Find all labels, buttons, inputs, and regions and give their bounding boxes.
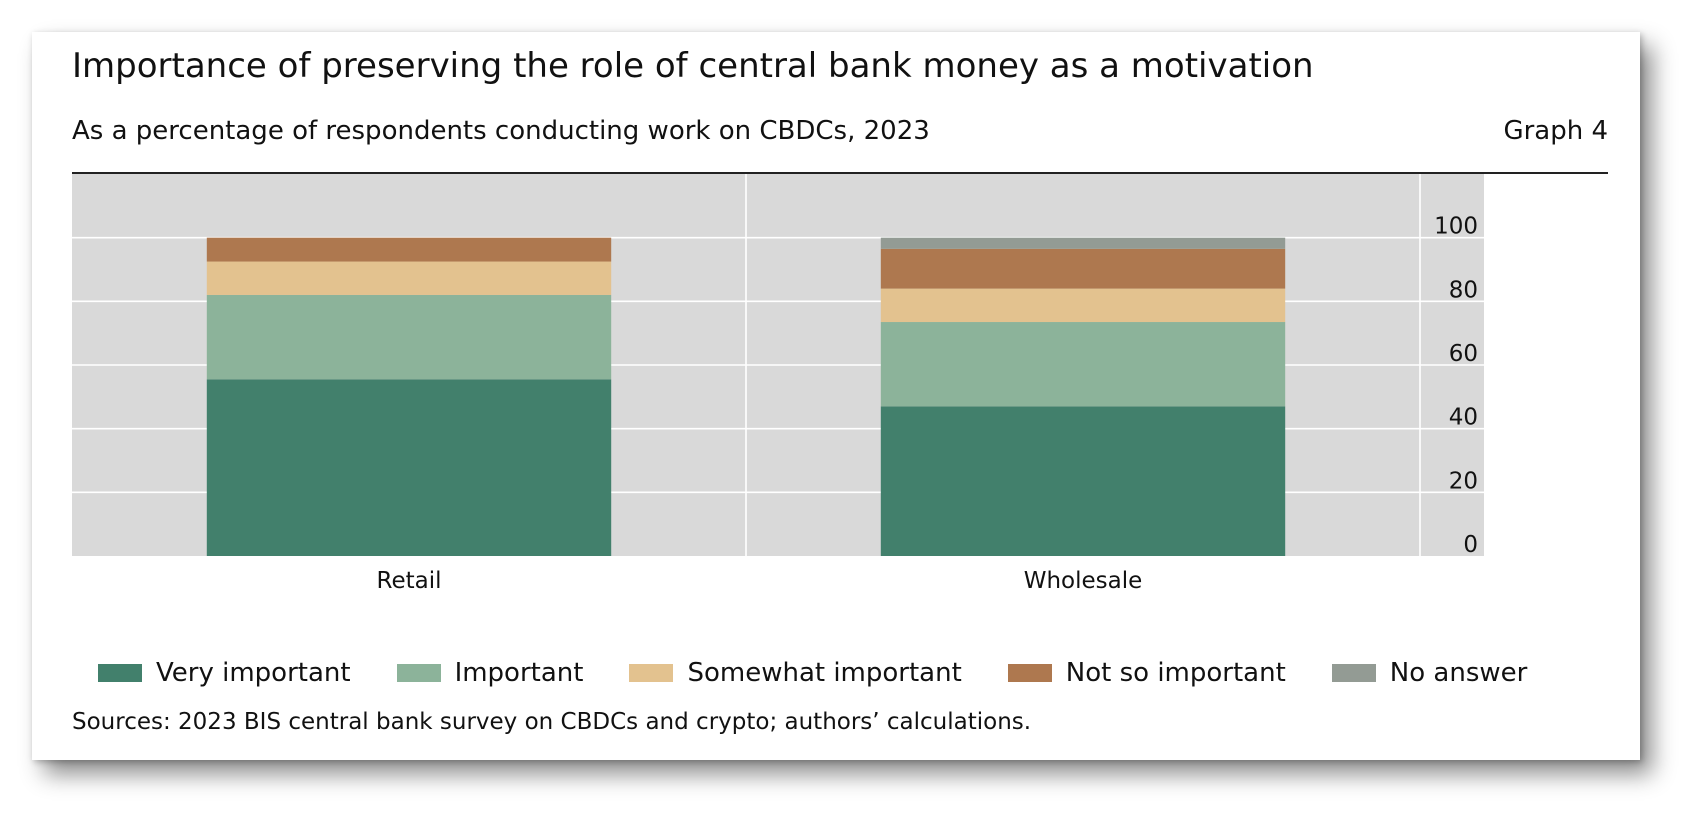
y-tick-label: 20	[1449, 468, 1478, 494]
chart-subtitle: As a percentage of respondents conductin…	[72, 116, 930, 146]
category-label: Retail	[377, 568, 442, 594]
legend-label: Not so important	[1065, 658, 1286, 688]
legend-swatch	[1331, 664, 1376, 682]
chart-card: Importance of preserving the role of cen…	[32, 32, 1640, 760]
legend-swatch	[629, 664, 674, 682]
y-tick-label: 60	[1449, 341, 1478, 367]
header-rule	[72, 172, 1608, 174]
graph-number: Graph 4	[1503, 116, 1608, 146]
legend-item: Very important	[98, 658, 351, 688]
chart-title: Importance of preserving the role of cen…	[72, 46, 1314, 86]
chart-legend: Very important Important Somewhat importan…	[98, 658, 1573, 688]
bar-segment-retail-important	[206, 294, 612, 380]
bar-segment-retail-not-so-important	[206, 237, 612, 262]
legend-label: Very important	[156, 658, 351, 688]
bar-segment-wholesale-no-answer	[880, 237, 1286, 249]
legend-label: No answer	[1389, 658, 1528, 688]
bar-segment-wholesale-somewhat-important	[880, 288, 1286, 323]
bar-segment-wholesale-not-so-important	[880, 248, 1286, 289]
legend-label: Somewhat important	[687, 658, 962, 688]
category-label: Wholesale	[1024, 568, 1143, 594]
y-tick-label: 40	[1449, 405, 1478, 431]
bar-segment-wholesale-very-important	[880, 406, 1286, 556]
legend-swatch	[98, 664, 142, 682]
legend-item: Not so important	[1007, 658, 1286, 688]
y-tick-label: 100	[1434, 214, 1478, 240]
legend-item: Somewhat important	[629, 658, 962, 688]
legend-item: No answer	[1331, 658, 1528, 688]
legend-label: Important	[454, 658, 584, 688]
legend-swatch	[396, 664, 441, 682]
y-tick-label: 0	[1463, 532, 1478, 558]
bar-segment-wholesale-important	[880, 322, 1286, 407]
stacked-bar-chart: Retail Wholesale 0 20 40 60 80 100	[72, 174, 1484, 594]
y-tick-label: 80	[1449, 277, 1478, 303]
legend-item: Important	[396, 658, 584, 688]
bar-segment-retail-somewhat-important	[206, 261, 612, 295]
legend-swatch	[1007, 664, 1052, 682]
sources-note: Sources: 2023 BIS central bank survey on…	[72, 709, 1032, 735]
bar-segment-retail-very-important	[206, 379, 612, 556]
